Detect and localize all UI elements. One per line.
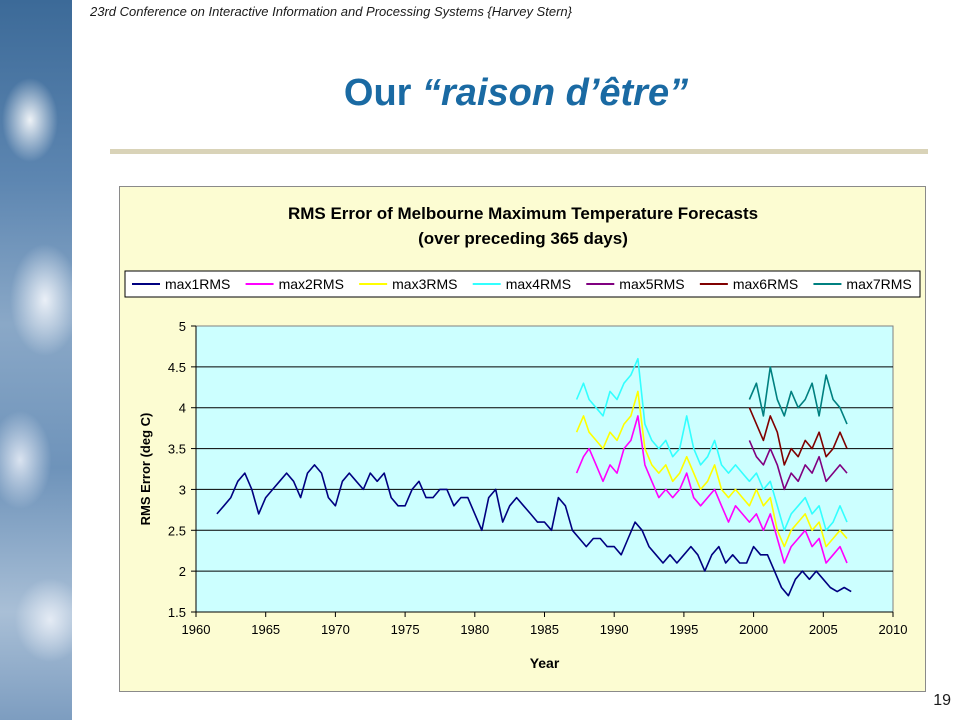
series-line-max7RMS [748, 366, 848, 425]
series-line-max6RMS [748, 407, 848, 466]
legend-label-max6RMS: max6RMS [733, 276, 798, 292]
conference-header: 23rd Conference on Interactive Informati… [90, 4, 572, 19]
series-line-max2RMS [575, 415, 848, 564]
series-line-max4RMS [575, 357, 848, 532]
chart-area: RMS Error of Melbourne Maximum Temperatu… [119, 186, 926, 692]
x-axis-label: Year [530, 655, 560, 671]
chart-svg: RMS Error of Melbourne Maximum Temperatu… [124, 204, 921, 671]
x-tick-label-1960: 1960 [182, 622, 211, 637]
legend-label-max1RMS: max1RMS [165, 276, 230, 292]
legend-label-max5RMS: max5RMS [619, 276, 684, 292]
x-tick-label-1975: 1975 [391, 622, 420, 637]
chart-title: RMS Error of Melbourne Maximum Temperatu… [288, 204, 758, 223]
y-axis-label: RMS Error (deg C) [138, 413, 153, 526]
x-tick-label-2005: 2005 [809, 622, 838, 637]
y-tick-label-4.5: 4.5 [168, 360, 186, 375]
legend-label-max3RMS: max3RMS [392, 276, 457, 292]
plot-area [195, 325, 894, 613]
title-divider [110, 149, 928, 154]
series-line-max5RMS [748, 440, 848, 491]
chart-subtitle: (over preceding 365 days) [418, 229, 628, 248]
page-number: 19 [933, 692, 951, 709]
y-tick-label-2: 2 [179, 564, 186, 579]
y-tick-label-3: 3 [179, 482, 186, 497]
series-line-max3RMS [575, 390, 848, 548]
x-tick-label-1965: 1965 [251, 622, 280, 637]
x-tick-label-2000: 2000 [739, 622, 768, 637]
x-tick-label-1980: 1980 [460, 622, 489, 637]
sky-background-image [0, 0, 72, 720]
y-tick-label-1.5: 1.5 [168, 605, 186, 620]
legend-label-max7RMS: max7RMS [846, 276, 911, 292]
slide-title-quote: “raison d’être” [422, 72, 689, 114]
series-line-max1RMS [216, 464, 852, 597]
legend-label-max4RMS: max4RMS [506, 276, 571, 292]
x-tick-label-1995: 1995 [669, 622, 698, 637]
y-tick-label-2.5: 2.5 [168, 523, 186, 538]
legend-label-max2RMS: max2RMS [279, 276, 344, 292]
x-tick-label-2010: 2010 [879, 622, 908, 637]
y-tick-label-4: 4 [179, 401, 186, 416]
slide-title: Our “raison d’être” [72, 72, 960, 115]
x-tick-label-1990: 1990 [600, 622, 629, 637]
x-tick-label-1985: 1985 [530, 622, 559, 637]
y-tick-label-3.5: 3.5 [168, 442, 186, 457]
x-tick-label-1970: 1970 [321, 622, 350, 637]
y-tick-label-5: 5 [179, 319, 186, 334]
slide-title-prefix: Our [343, 72, 423, 114]
